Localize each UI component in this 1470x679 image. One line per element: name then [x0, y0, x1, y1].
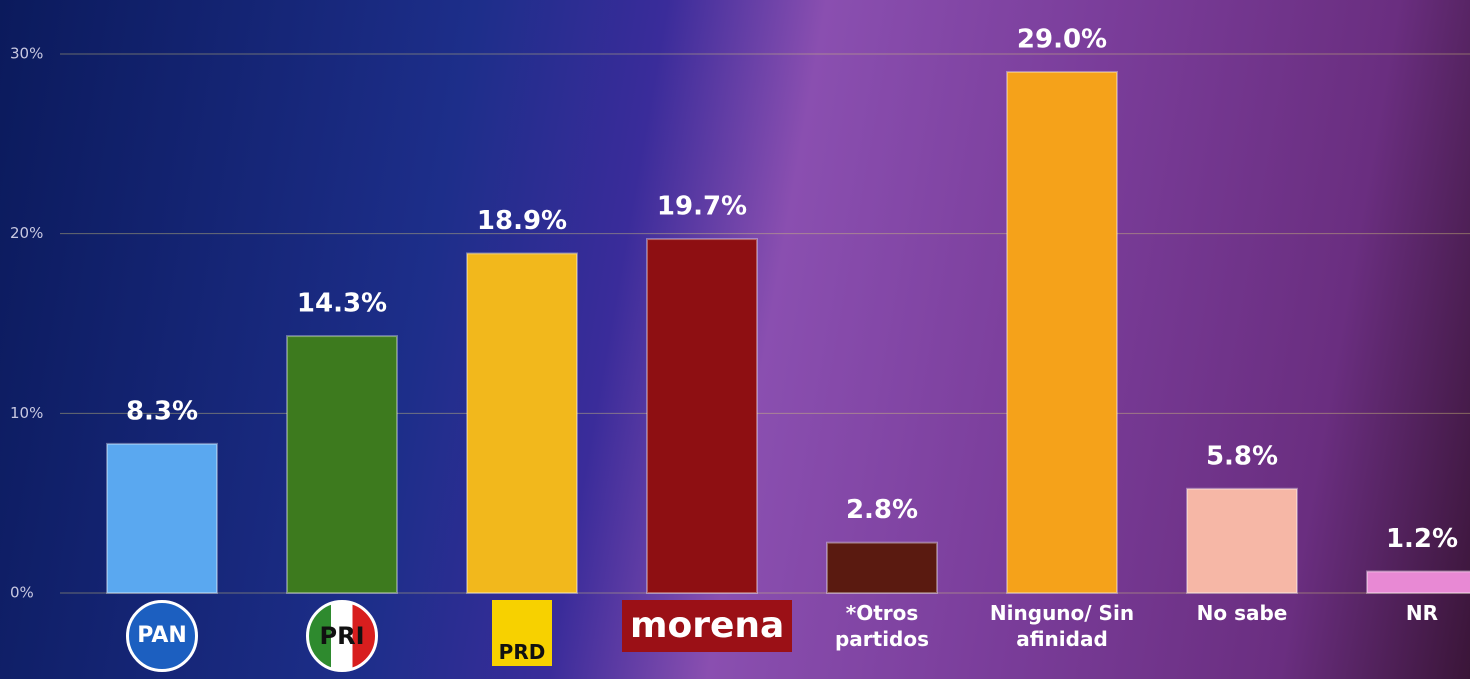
- value-label: 18.9%: [477, 206, 567, 236]
- value-label: 14.3%: [297, 289, 387, 319]
- party-logo: PRD: [492, 600, 552, 666]
- y-tick-label: 20%: [10, 224, 43, 242]
- x-tick-label: NR: [1342, 600, 1470, 626]
- party-logo: morena: [622, 600, 792, 652]
- bar: [1367, 571, 1470, 593]
- x-tick-label: PAN: [82, 600, 242, 672]
- chart: 0% 10% 20% 30% 8.3% 14.3% 18.9% 19.7% 2.8% 29.0% 5…: [0, 0, 1470, 679]
- x-tick-label: No sabe: [1162, 600, 1322, 626]
- value-label: 2.8%: [846, 495, 918, 525]
- y-tick-label: 10%: [10, 404, 43, 422]
- x-tick-label: Ninguno/ Sin afinidad: [982, 600, 1142, 652]
- y-tick-label: 30%: [10, 45, 43, 63]
- category-text: *Otros partidos: [835, 601, 929, 651]
- bar: [1187, 489, 1297, 593]
- y-tick-label: 0%: [10, 584, 34, 602]
- party-logo: PRI: [306, 600, 378, 672]
- value-label: 5.8%: [1206, 441, 1278, 471]
- category-text: Ninguno/ Sin afinidad: [990, 601, 1134, 651]
- value-label: 19.7%: [657, 192, 747, 222]
- party-logo: PAN: [126, 600, 198, 672]
- x-tick-label: morena: [622, 600, 782, 652]
- bar: [287, 336, 397, 593]
- bar: [827, 543, 937, 593]
- bar: [467, 253, 577, 593]
- bar: [647, 239, 757, 593]
- x-tick-label: *Otros partidos: [802, 600, 962, 652]
- value-label: 29.0%: [1017, 24, 1107, 54]
- bar: [1007, 72, 1117, 593]
- value-label: 1.2%: [1386, 524, 1458, 554]
- x-tick-label: PRI: [262, 600, 422, 672]
- category-text: No sabe: [1197, 601, 1288, 625]
- value-label: 8.3%: [126, 396, 198, 426]
- x-tick-label: PRD: [442, 600, 602, 666]
- bar: [107, 444, 217, 593]
- category-text: NR: [1406, 601, 1438, 625]
- plot: 0% 10% 20% 30% 8.3% 14.3% 18.9% 19.7% 2.8% 29.0% 5…: [0, 0, 1470, 679]
